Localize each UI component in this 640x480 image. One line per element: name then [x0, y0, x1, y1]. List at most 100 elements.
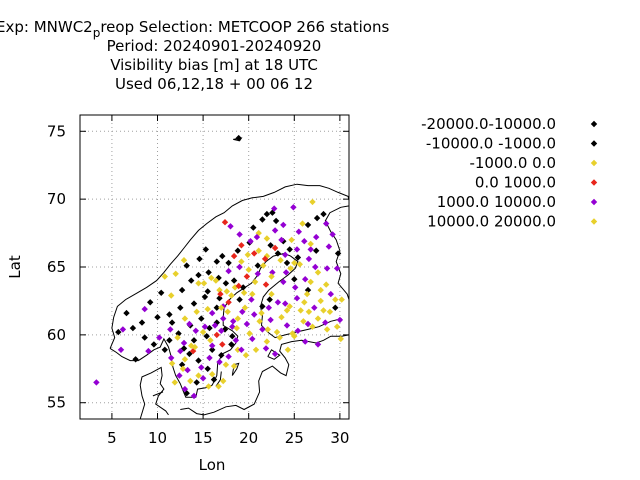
- station-point: [332, 296, 339, 303]
- station-point: [213, 331, 220, 339]
- station-point: [190, 300, 198, 307]
- station-point: [280, 278, 287, 286]
- station-point: [205, 383, 212, 390]
- station-point: [209, 371, 216, 378]
- station-point: [336, 316, 344, 324]
- legend-marker: [590, 179, 598, 186]
- station-point: [192, 327, 199, 334]
- station-point: [256, 318, 263, 325]
- station-point: [334, 250, 342, 257]
- station-point: [180, 339, 188, 347]
- station-point: [262, 345, 270, 352]
- station-point: [158, 289, 165, 296]
- station-point: [250, 224, 257, 231]
- station-point: [245, 266, 252, 273]
- station-point: [302, 276, 309, 283]
- coastline-segment: [267, 349, 281, 360]
- station-point: [188, 277, 195, 284]
- station-point: [313, 247, 320, 254]
- x-tick-label: 20: [239, 429, 258, 447]
- station-point: [268, 273, 275, 280]
- y-tick-label: 70: [47, 190, 66, 208]
- station-point: [301, 299, 308, 306]
- x-tick-label: 15: [194, 429, 213, 447]
- station-point: [271, 244, 279, 252]
- station-point: [201, 323, 209, 330]
- station-point: [276, 334, 283, 341]
- station-point: [273, 328, 281, 336]
- station-point: [168, 360, 176, 367]
- station-point: [225, 299, 232, 306]
- station-point: [307, 246, 314, 253]
- station-point: [145, 347, 152, 355]
- station-point: [181, 385, 189, 393]
- station-point: [190, 337, 198, 344]
- station-point: [210, 376, 218, 383]
- station-point: [168, 292, 175, 299]
- station-point: [297, 307, 304, 314]
- station-point: [271, 227, 279, 234]
- station-point: [286, 303, 293, 310]
- station-point: [274, 250, 282, 257]
- station-point: [161, 346, 168, 353]
- station-point: [255, 247, 262, 254]
- station-point: [180, 345, 188, 352]
- station-point: [266, 296, 273, 303]
- station-point: [325, 243, 333, 250]
- station-point: [172, 270, 179, 277]
- station-point: [263, 210, 271, 218]
- y-tick-label: 75: [47, 122, 66, 140]
- station-point: [267, 242, 274, 249]
- station-point: [238, 258, 245, 265]
- title-line-3: Visibility bias [m] at 18 UTC: [110, 56, 318, 74]
- station-point: [235, 282, 242, 290]
- coastline-segment: [324, 205, 350, 300]
- station-point: [242, 352, 250, 359]
- station-point: [282, 251, 289, 258]
- station-point: [293, 246, 301, 253]
- station-point: [312, 263, 319, 271]
- station-point: [246, 330, 253, 337]
- x-tick-label: 30: [330, 429, 349, 447]
- station-point: [191, 343, 199, 351]
- station-point: [179, 365, 187, 372]
- station-point: [219, 341, 226, 348]
- station-point: [322, 319, 329, 326]
- station-point: [320, 210, 327, 218]
- legend-label: -1000.0 0.0: [469, 154, 556, 172]
- station-point: [115, 328, 122, 336]
- station-point: [302, 338, 309, 345]
- station-point: [262, 281, 270, 288]
- station-point: [291, 333, 298, 340]
- station-point: [239, 308, 246, 315]
- legend: -20000.0-10000.0 -10000.0 -1000.0-1000.0 …: [421, 115, 598, 231]
- station-point: [195, 357, 202, 364]
- station-point: [259, 326, 266, 333]
- station-point: [301, 238, 308, 245]
- station-point: [259, 216, 266, 223]
- station-point: [206, 324, 213, 332]
- station-point: [254, 270, 261, 277]
- station-point: [181, 356, 189, 363]
- station-point: [338, 296, 345, 303]
- station-point: [337, 335, 344, 343]
- station-point: [178, 361, 186, 368]
- station-point: [195, 372, 202, 379]
- station-point: [278, 314, 285, 321]
- station-point: [209, 342, 216, 349]
- legend-marker: [590, 159, 598, 167]
- station-point: [304, 320, 312, 328]
- station-point: [117, 346, 125, 353]
- station-point: [309, 323, 316, 330]
- legend-label: 1000.0 10000.0: [437, 193, 556, 211]
- station-point: [223, 288, 230, 295]
- station-point: [202, 246, 209, 253]
- station-point: [278, 236, 285, 244]
- coastline-segment: [215, 371, 222, 387]
- station-point: [181, 315, 189, 322]
- station-point: [261, 255, 269, 263]
- station-point: [303, 290, 311, 298]
- station-point: [230, 277, 238, 284]
- station-point: [174, 334, 181, 341]
